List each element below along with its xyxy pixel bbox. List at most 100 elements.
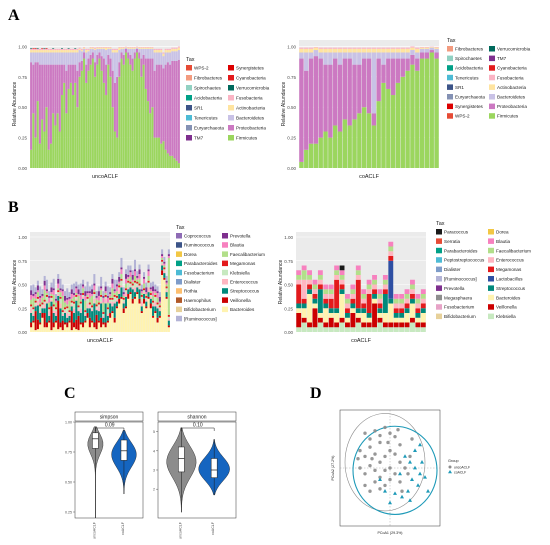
a-right-bar-segment	[333, 58, 338, 126]
b-left-bar-segment	[163, 261, 166, 264]
a-left-bar-segment	[87, 51, 90, 59]
b-left-bar-segment	[70, 294, 73, 299]
b-right-bar-segment	[361, 313, 367, 323]
a-left-bar-segment	[107, 47, 110, 49]
a-right-bar-segment	[434, 58, 439, 169]
a-left-bar-segment	[67, 88, 70, 168]
a-left-bar-segment	[138, 52, 141, 59]
b-left-bar-segment	[158, 315, 161, 318]
pcoa-point-coaclf	[420, 460, 424, 464]
b-left-bar-segment	[145, 308, 148, 332]
a-left-bar-segment	[72, 48, 75, 51]
b-right-bar-segment	[301, 303, 307, 309]
b-left-bar-segment	[36, 280, 39, 286]
a-right-legend-label: Firmicutes	[497, 114, 519, 119]
b-left-bar-segment	[133, 271, 137, 276]
b-left-bar-segment	[97, 322, 100, 332]
b-left-bar-segment	[163, 269, 166, 272]
a-left-bar-segment	[85, 82, 88, 168]
a-left-bar-segment	[133, 47, 136, 49]
b-left-bar-segment	[75, 329, 78, 332]
a-left-bar-segment	[164, 64, 167, 150]
b-left-bar-segment	[120, 269, 123, 275]
a-left-bar-segment	[166, 62, 169, 154]
a-left-legend-swatch	[228, 125, 234, 131]
a-left-bar-segment	[149, 48, 152, 59]
a-left-bar-segment	[60, 50, 63, 53]
b-left-bar-segment	[93, 283, 96, 286]
b-left-bar-segment	[61, 295, 64, 311]
b-left-legend-swatch	[176, 297, 182, 303]
b-left-bar-segment	[136, 281, 139, 284]
b-left-bar-segment	[140, 311, 143, 313]
b-left-bar-segment	[77, 289, 80, 294]
b-right-bar-segment	[339, 289, 345, 294]
a-right-legend-label: Acidobacteria	[455, 66, 483, 71]
violin-facet-strip	[157, 411, 237, 422]
a-left-bar-segment	[153, 70, 156, 138]
a-left-bar-segment	[122, 47, 125, 48]
a-left-bar-segment	[36, 62, 39, 102]
b-left-bar-segment	[68, 312, 71, 314]
a-left-bar-segment	[38, 143, 41, 168]
a-right-bar-segment	[323, 131, 328, 168]
b-left-bar-segment	[136, 275, 139, 278]
a-right-ytick-label: 0.75	[287, 75, 296, 80]
b-left-bar-segment	[136, 283, 139, 286]
b-left-bar-segment	[97, 286, 100, 292]
a-left-bar-segment	[60, 64, 63, 96]
b-right-legend-swatch	[436, 247, 442, 254]
b-right-bar-segment	[393, 313, 399, 318]
pcoa-point-uncoaclf	[358, 448, 362, 453]
b-right-bar-segment	[415, 327, 421, 332]
b-left-bar-segment	[143, 283, 146, 289]
a-left-bar-segment	[60, 52, 63, 65]
a-left-bar-segment	[69, 64, 72, 83]
b-left-bar-segment	[75, 298, 78, 301]
pcoa-point-coaclf	[410, 477, 414, 481]
a-left-bar-segment	[74, 48, 77, 51]
a-right-legend-label: WPS-2	[455, 114, 470, 119]
a-left-bar-segment	[171, 60, 174, 156]
a-left-bar-segment	[111, 70, 114, 108]
a-right-bar-segment	[299, 48, 304, 53]
a-left-legend-label: Synergistetes	[236, 66, 265, 71]
a-left-bar-segment	[177, 47, 180, 51]
b-left-bar-segment	[100, 290, 103, 295]
a-left-bar-segment	[133, 58, 136, 169]
a-left-bar-segment	[107, 48, 110, 55]
b-left-bar-segment	[158, 303, 161, 306]
a-left-bar-segment	[155, 52, 158, 65]
a-left-bar-segment	[166, 50, 169, 53]
pcoa-legend-label: uncoACLF	[454, 465, 470, 469]
a-right-ytick-label: 0.00	[287, 166, 296, 171]
a-left-bar-segment	[34, 137, 37, 168]
a-left-bar-segment	[91, 47, 94, 48]
b-right-bar-segment	[420, 289, 426, 294]
a-left-bar-segment	[144, 58, 147, 89]
b-right-bar-segment	[388, 251, 394, 256]
a-right-bar-segment	[376, 52, 381, 59]
b-left-bar-segment	[39, 324, 42, 332]
a-left-ytick-label: 1.00	[18, 44, 27, 49]
b-left-bar-segment	[161, 265, 164, 271]
a-left-bar-segment	[30, 62, 33, 150]
a-left-bar-segment	[41, 48, 44, 51]
b-left-bar-segment	[131, 275, 134, 280]
a-right-legend-label: Fibrobacteres	[455, 47, 484, 52]
b-left-bar-segment	[34, 306, 37, 312]
b-left-bar-segment	[84, 286, 87, 292]
a-left-bar-segment	[54, 48, 57, 51]
b-left-bar-segment	[70, 330, 73, 332]
b-left-bar-segment	[127, 278, 130, 281]
pcoa-point-uncoaclf	[396, 428, 400, 432]
b-left-bar-segment	[73, 294, 76, 297]
b-right-legend-swatch	[488, 304, 494, 310]
a-left-bar-segment	[94, 62, 97, 77]
a-right-bar-segment	[352, 52, 357, 65]
a-right-legend-swatch	[447, 84, 453, 90]
b-right-bar-segment	[355, 317, 361, 323]
b-left-bar-segment	[158, 305, 161, 308]
pcoa-point-coaclf	[408, 498, 412, 502]
b-right-bar-segment	[382, 284, 388, 290]
